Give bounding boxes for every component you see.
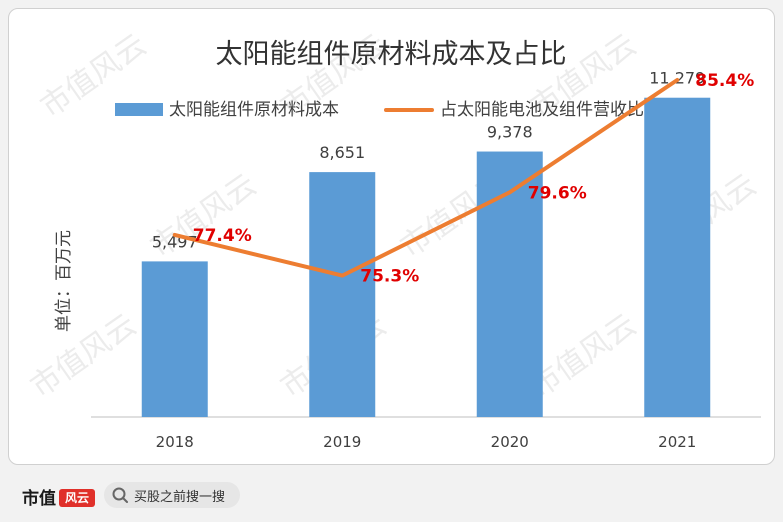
x-tick-label: 2019 (323, 433, 361, 451)
footer: 市值 风云 买股之前搜一搜 (0, 470, 783, 522)
x-tick-labels: 2018 2019 2020 2021 (156, 433, 697, 451)
bar-value-label: 9,378 (487, 123, 533, 142)
bar-series (141, 97, 711, 418)
brand-mark: 风云 (59, 489, 96, 507)
legend: 太阳能组件原材料成本 占太阳能电池及组件营收比重 (115, 100, 661, 120)
chart-title: 太阳能组件原材料成本及占比 (216, 39, 567, 70)
bar (309, 172, 376, 417)
ratio-line (172, 77, 680, 278)
chart-card: 市值风云市值风云市值风云市值风云市值风云市值风云市值风云市值风云市值风云 太阳能… (8, 8, 775, 465)
legend-label-bar: 太阳能组件原材料成本 (169, 100, 339, 120)
bar (476, 151, 543, 417)
x-tick-label: 2018 (156, 433, 194, 451)
bar-value-label: 8,651 (319, 143, 365, 162)
y-axis-label: 单位：百万元 (54, 230, 74, 332)
legend-label-line: 占太阳能电池及组件营收比重 (440, 100, 661, 120)
search-bar[interactable]: 买股之前搜一搜 (104, 482, 240, 508)
bar (141, 261, 208, 417)
search-text: 买股之前搜一搜 (134, 489, 226, 505)
x-tick-label: 2021 (658, 433, 696, 451)
ratio-value-label: 85.4% (695, 71, 754, 91)
chart: 市值风云市值风云市值风云市值风云市值风云市值风云市值风云市值风云市值风云 太阳能… (24, 27, 762, 451)
bar (644, 97, 711, 418)
brand-logo: 市值 风云 (22, 484, 96, 509)
ratio-value-label: 77.4% (193, 226, 252, 246)
ratio-value-labels: 77.4% 75.3% 79.6% 85.4% (193, 71, 754, 287)
watermark-text: 市值风云 (24, 307, 142, 404)
x-tick-label: 2020 (491, 433, 529, 451)
search-icon (112, 487, 128, 503)
legend-swatch-bar (115, 103, 163, 116)
ratio-value-label: 75.3% (360, 267, 419, 287)
ratio-value-label: 79.6% (528, 183, 587, 203)
brand-text: 市值 (22, 489, 56, 509)
